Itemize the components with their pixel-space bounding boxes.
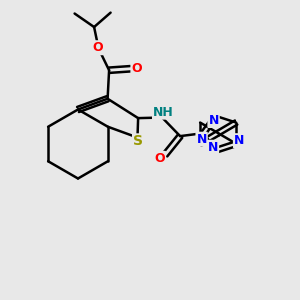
- Text: S: S: [133, 134, 143, 148]
- Text: N: N: [208, 114, 219, 127]
- Text: N: N: [208, 141, 218, 154]
- Text: O: O: [154, 152, 165, 165]
- Text: NH: NH: [153, 106, 174, 118]
- Text: O: O: [131, 62, 142, 75]
- Text: O: O: [92, 41, 103, 54]
- Text: N: N: [196, 133, 207, 146]
- Text: N: N: [234, 134, 244, 147]
